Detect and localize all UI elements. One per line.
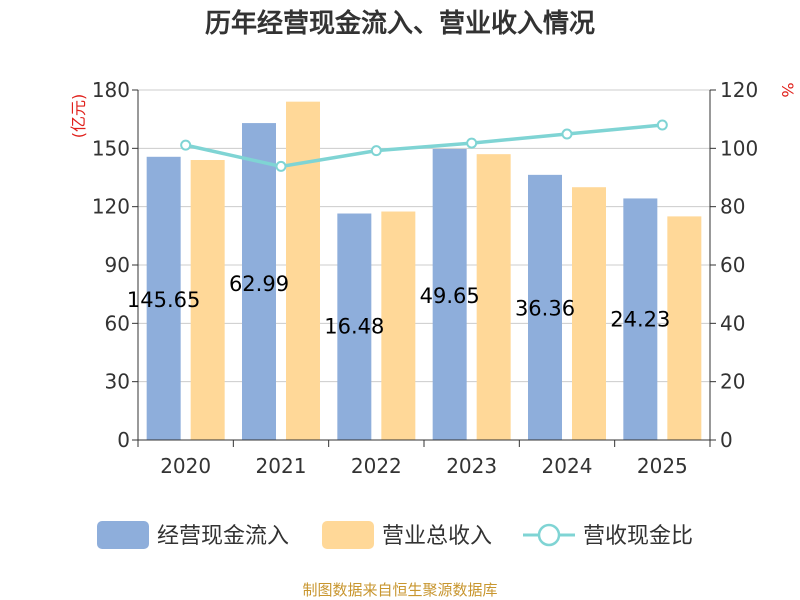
legend-swatch-1	[322, 521, 374, 549]
data-label-2024: 36.36	[515, 296, 575, 320]
data-label-2020: 145.65	[127, 288, 200, 312]
right-tick-label-6: 120	[720, 78, 758, 102]
x-tick-label-2024: 2024	[542, 454, 593, 478]
x-tick-label-2023: 2023	[446, 454, 497, 478]
bar-cash-inflow-2021	[242, 123, 276, 440]
legend-label-2: 营收现金比	[583, 524, 693, 549]
legend-label-1: 营业总收入	[382, 524, 492, 549]
bars	[146, 101, 702, 441]
data-label-2021: 62.99	[229, 272, 289, 296]
data-label-2022: 16.48	[324, 315, 384, 339]
left-tick-label-6: 180	[92, 78, 130, 102]
x-tick-label-2022: 2022	[351, 454, 402, 478]
bar-cash-inflow-2024	[528, 174, 562, 440]
ratio-point-2024	[561, 128, 573, 140]
data-source: 制图数据来自恒生聚源数据库	[302, 581, 497, 599]
bar-cash-inflow-2020	[146, 156, 181, 440]
ratio-point-2025	[656, 119, 668, 131]
left-tick-label-1: 30	[105, 370, 130, 394]
bar-revenue-2020	[190, 160, 225, 440]
chart-title: 历年经营现金流入、营业收入情况	[205, 8, 595, 39]
right-tick-label-3: 60	[720, 253, 745, 277]
bar-revenue-2023	[476, 154, 511, 440]
bar-cash-inflow-2023	[432, 149, 467, 440]
bar-revenue-2025	[667, 216, 702, 440]
bar-cash-inflow-2022	[337, 213, 372, 440]
bar-revenue-2022	[381, 211, 416, 440]
left-tick-label-0: 0	[117, 428, 130, 452]
data-label-2025: 24.23	[610, 307, 670, 331]
bar-cash-inflow-2025	[623, 198, 658, 440]
bar-revenue-2024	[572, 187, 606, 440]
right-tick-label-1: 20	[720, 370, 745, 394]
right-tick-label-4: 80	[720, 195, 745, 219]
data-labels: 145.65 62.99 16.48 49.65 36.36 24.23	[127, 272, 670, 339]
ratio-point-2021	[275, 160, 287, 172]
legend-swatch-0	[97, 521, 149, 549]
ratio-line-path	[185, 123, 663, 169]
axes: 0 30 60 90 120 150 180 0 20 40 60 80 100 120 2020 2021 2…	[92, 78, 758, 478]
ratio-point-2022	[370, 145, 382, 157]
left-tick-label-2: 60	[105, 311, 130, 335]
ratio-point-2020	[180, 139, 192, 151]
data-label-2023: 49.65	[420, 284, 480, 308]
x-tick-label-2021: 2021	[256, 454, 307, 478]
left-axis-unit: (亿元)	[69, 94, 88, 139]
x-tick-label-2020: 2020	[160, 454, 211, 478]
right-tick-label-2: 40	[720, 311, 745, 335]
left-tick-label-3: 90	[105, 253, 130, 277]
ratio-line	[180, 119, 668, 172]
x-tick-label-2025: 2025	[637, 454, 688, 478]
bar-revenue-2021	[286, 101, 320, 441]
ratio-point-2023	[466, 137, 478, 149]
legend: 经营现金流入 营业总收入 营收现金比	[97, 521, 693, 549]
right-axis-unit: %	[778, 82, 797, 97]
legend-label-0: 经营现金流入	[157, 524, 289, 549]
right-tick-label-5: 100	[720, 136, 758, 160]
right-tick-label-0: 0	[720, 428, 733, 452]
left-tick-label-5: 150	[92, 136, 130, 160]
legend-swatch-marker	[537, 523, 561, 547]
left-tick-label-4: 120	[92, 195, 130, 219]
